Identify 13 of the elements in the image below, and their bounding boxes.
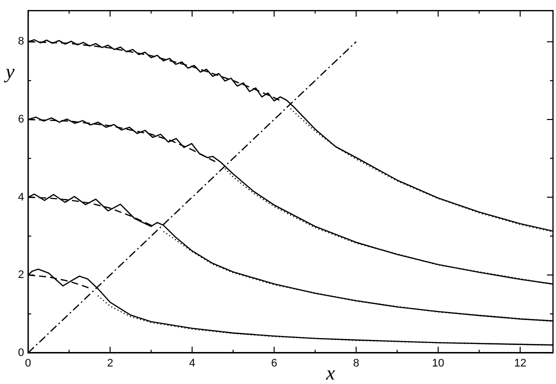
y-tick-label: 6 (18, 114, 24, 126)
y-tick-label: 2 (18, 269, 24, 282)
x-axis-title: x (325, 362, 336, 384)
y-tick-label: 0 (18, 346, 24, 359)
x-tick-label: 4 (189, 357, 196, 370)
x-tick-label: 6 (271, 357, 278, 370)
x-tick-label: 10 (432, 357, 444, 370)
x-tick-label: 2 (107, 357, 114, 370)
x-tick-label: 8 (353, 357, 360, 370)
x-tick-label: 12 (514, 357, 526, 370)
y-tick-label: 4 (18, 191, 24, 204)
y-tick-label: 8 (18, 36, 24, 48)
y-axis-title: y (4, 61, 15, 84)
